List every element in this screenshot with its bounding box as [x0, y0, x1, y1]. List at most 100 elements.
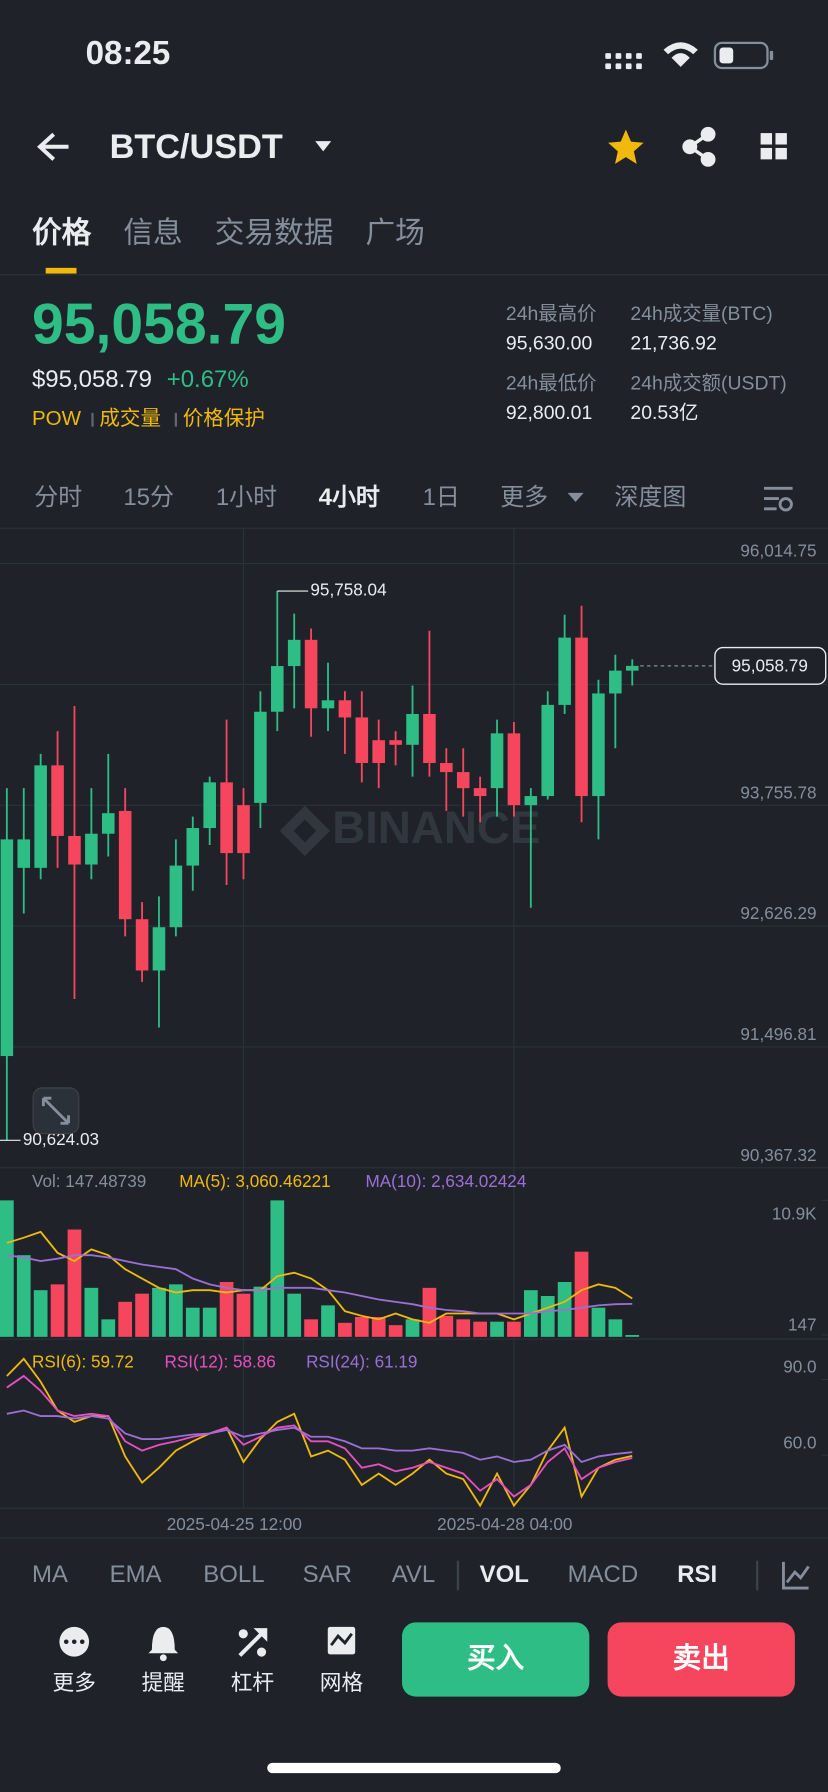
pair-title[interactable]: BTC/USDT [110, 128, 283, 166]
favorite-button[interactable] [608, 129, 644, 164]
indicator-tab[interactable]: VOL [480, 1561, 529, 1588]
volume-bar [169, 1284, 183, 1337]
status-time: 08:25 [86, 35, 171, 72]
interval-tab[interactable]: 4小时 [319, 484, 380, 511]
candle-body [304, 639, 318, 709]
legend-entry: Vol: 147.48739 [32, 1171, 146, 1191]
more-dropdown[interactable] [567, 492, 584, 502]
volume-bar [152, 1287, 166, 1337]
expand-button[interactable] [32, 1087, 80, 1135]
interval-tab[interactable]: 1小时 [216, 484, 277, 511]
volume-bar [50, 1284, 65, 1337]
candle-body [203, 782, 216, 829]
price-usd: $95,058.79 [32, 366, 152, 393]
y-tick-label: 90.0 [783, 1357, 816, 1377]
interval-tab[interactable]: 更多 [500, 484, 548, 511]
candle-body [287, 639, 301, 667]
volume-bar [219, 1282, 234, 1337]
indicator-settings[interactable] [782, 1561, 810, 1590]
buy-button[interactable] [402, 1622, 590, 1697]
buy-label[interactable]: 买入 [467, 1643, 525, 1675]
status-icons [605, 41, 774, 70]
tag[interactable]: 成交量 [99, 407, 161, 430]
interval-tab[interactable]: 1日 [423, 484, 460, 511]
share-button[interactable] [682, 126, 716, 167]
action-label[interactable]: 网格 [320, 1670, 364, 1695]
candle-body [625, 665, 639, 671]
indicator-tab[interactable]: SAR [303, 1561, 352, 1588]
sell-label[interactable]: 卖出 [673, 1643, 730, 1675]
candle-body [440, 762, 453, 773]
chart-settings-button[interactable] [764, 486, 793, 512]
candle-body [609, 670, 622, 694]
indicator-tab[interactable]: EMA [110, 1561, 162, 1588]
home-indicator [267, 1762, 561, 1774]
volume-bar [84, 1287, 99, 1337]
volume-bar [236, 1293, 251, 1337]
high-label: 95,758.04 [310, 580, 387, 600]
volume-bar [33, 1290, 48, 1337]
volume-bar [625, 1334, 640, 1337]
tab[interactable]: 信息 [123, 217, 182, 250]
candle-body [101, 813, 115, 834]
stat-value: 20.53亿 [630, 402, 698, 424]
stat-label: 24h成交额(USDT) [630, 372, 786, 394]
volume-bar [304, 1319, 318, 1337]
volume-bar [67, 1229, 82, 1337]
tag[interactable]: POW [32, 407, 82, 430]
candle-body [186, 828, 200, 866]
sell-button[interactable] [607, 1622, 795, 1697]
action-label[interactable]: 杠杆 [231, 1670, 274, 1695]
candle-body [68, 835, 81, 865]
volume-bar [287, 1293, 302, 1337]
indicator-tab[interactable]: RSI [677, 1561, 717, 1588]
last-price: 95,058.79 [32, 292, 286, 356]
back-button[interactable] [37, 132, 69, 161]
volume-bar [101, 1319, 116, 1337]
candle-body [271, 666, 284, 712]
interval-tab[interactable]: 深度图 [614, 484, 686, 511]
tab[interactable]: 交易数据 [215, 217, 334, 250]
tab[interactable]: 广场 [365, 217, 424, 250]
candle-body [152, 927, 166, 971]
volume-bar [473, 1321, 487, 1337]
action-label[interactable]: 提醒 [142, 1670, 185, 1695]
tag[interactable]: 价格保护 [183, 407, 265, 430]
volume-bar [439, 1315, 454, 1337]
legend-entry: MA(10): 2,634.02424 [365, 1171, 526, 1191]
volume-bar [371, 1317, 386, 1337]
candle-body [34, 765, 47, 868]
volume-bar [540, 1296, 555, 1337]
volume-bar [270, 1200, 285, 1337]
layout-button[interactable] [760, 133, 787, 160]
legend-entry: RSI(12): 58.86 [164, 1352, 275, 1372]
y-tick-label: 10.9K [772, 1204, 817, 1224]
indicator-tab[interactable]: MACD [568, 1561, 639, 1588]
volume-bar [422, 1287, 437, 1337]
interval-tab[interactable]: 15分 [123, 484, 174, 511]
interval-tab[interactable]: 分时 [34, 484, 82, 511]
pair-dropdown[interactable] [315, 141, 332, 152]
tab[interactable]: 价格 [32, 217, 92, 250]
x-tick-label: 2025-04-25 12:00 [167, 1514, 302, 1534]
y-tick-label: 147 [788, 1314, 817, 1334]
volume-bar [354, 1317, 369, 1337]
action-label[interactable]: 更多 [53, 1670, 96, 1695]
indicator-tab[interactable]: BOLL [203, 1561, 264, 1588]
last-price-label: 95,058.79 [732, 656, 808, 676]
indicator-tab[interactable]: MA [32, 1561, 68, 1588]
candle-body [473, 788, 487, 797]
volume-bar [185, 1307, 200, 1337]
volume-bar [490, 1321, 504, 1337]
indicator-tab[interactable]: AVL [392, 1561, 436, 1588]
y-tick-label: 91,496.81 [740, 1024, 816, 1044]
candle-body [558, 637, 571, 705]
stat-label: 24h成交量(BTC) [630, 303, 772, 325]
candle-body [389, 740, 402, 745]
tab-indicator [45, 267, 77, 274]
tag-separator [91, 412, 94, 427]
volume-bar [388, 1325, 403, 1337]
watermark-logo [279, 805, 331, 857]
